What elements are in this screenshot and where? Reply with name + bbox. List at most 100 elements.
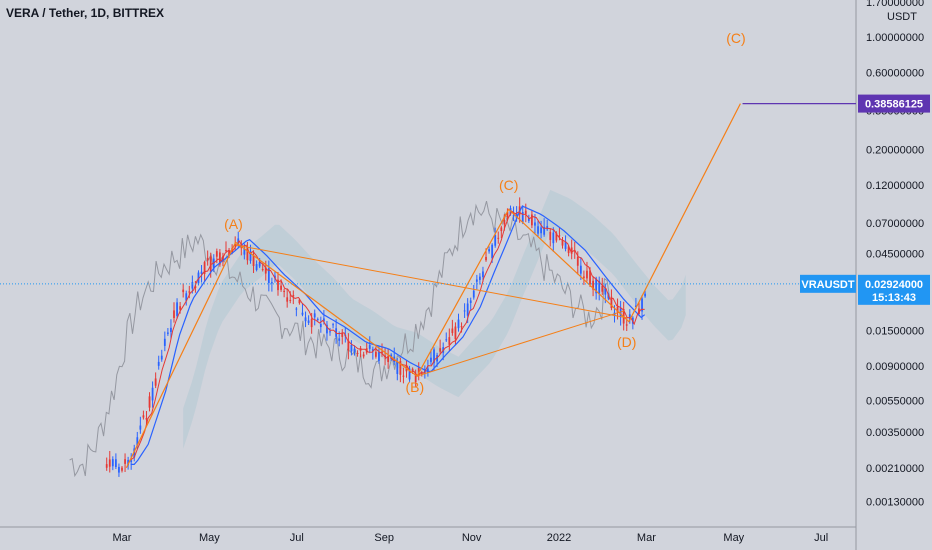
candle-body bbox=[295, 308, 298, 310]
time-tick-label: May bbox=[199, 532, 220, 544]
candle-body bbox=[463, 310, 466, 312]
price-tick-label: 0.00350000 bbox=[866, 427, 924, 439]
price-tick-label: 1.00000000 bbox=[866, 32, 924, 44]
price-tick-label: 0.20000000 bbox=[866, 144, 924, 156]
time-tick-label: Mar bbox=[637, 532, 656, 544]
candle-body bbox=[515, 213, 518, 219]
candle-body bbox=[466, 303, 469, 316]
candle-body bbox=[368, 345, 371, 349]
candle-body bbox=[274, 275, 276, 279]
price-tick-label: 0.00210000 bbox=[866, 463, 924, 475]
candle-body bbox=[353, 348, 356, 353]
candle-body bbox=[628, 314, 631, 320]
price-tick-label: 0.04500000 bbox=[866, 249, 924, 261]
candle-body bbox=[411, 368, 414, 372]
candle-body bbox=[243, 248, 246, 255]
candle-body bbox=[399, 361, 402, 375]
candle-body bbox=[341, 332, 344, 337]
candle-body bbox=[270, 282, 273, 284]
candle-body bbox=[194, 286, 197, 288]
candle-body bbox=[329, 331, 331, 333]
candle-body bbox=[277, 279, 279, 291]
candle-body bbox=[546, 226, 549, 230]
candle-body bbox=[105, 464, 108, 468]
candle-body bbox=[552, 232, 555, 244]
candle-body bbox=[261, 269, 264, 271]
candle-body bbox=[307, 320, 310, 323]
candle-body bbox=[387, 356, 390, 363]
wave-lines bbox=[125, 103, 741, 469]
candle-body bbox=[610, 296, 613, 309]
candle-body bbox=[595, 278, 598, 294]
channel-line bbox=[235, 244, 627, 319]
candle-body bbox=[283, 290, 286, 293]
wave-label: (D) bbox=[617, 334, 636, 350]
candle-body bbox=[179, 306, 182, 310]
candle-body bbox=[635, 305, 637, 308]
candle-body bbox=[619, 308, 622, 318]
candle-body bbox=[583, 276, 585, 278]
candle-body bbox=[427, 368, 429, 373]
candle-body bbox=[549, 231, 552, 240]
candle-body bbox=[319, 324, 322, 328]
candle-body bbox=[322, 318, 325, 322]
time-tick-label: Mar bbox=[113, 532, 132, 544]
price-tick-label: 0.00550000 bbox=[866, 396, 924, 408]
candle-body bbox=[589, 270, 591, 285]
candle-body bbox=[286, 297, 289, 302]
candle-body bbox=[151, 387, 154, 401]
candle-body bbox=[396, 361, 399, 374]
candle-body bbox=[479, 276, 481, 280]
candle-body bbox=[258, 261, 261, 267]
candle-body bbox=[218, 252, 221, 265]
candle-body bbox=[616, 306, 619, 313]
candle-body bbox=[454, 326, 457, 340]
channel-line bbox=[416, 310, 625, 377]
candle-body bbox=[506, 211, 509, 218]
candle-body bbox=[170, 327, 172, 333]
candle-body bbox=[448, 337, 451, 345]
time-tick-label: Nov bbox=[462, 532, 482, 544]
candle-body bbox=[347, 340, 350, 351]
candle-body bbox=[430, 357, 432, 362]
candle-body bbox=[638, 308, 640, 314]
candle-body bbox=[537, 226, 539, 234]
candle-body bbox=[145, 418, 148, 420]
candle-body bbox=[534, 222, 536, 226]
wave-label: (A) bbox=[224, 216, 243, 232]
candle-body bbox=[417, 367, 420, 374]
candle-body bbox=[460, 326, 463, 328]
candle-body bbox=[527, 217, 530, 221]
candle-body bbox=[598, 280, 601, 294]
candle-body bbox=[625, 324, 628, 326]
candle-body bbox=[160, 355, 163, 360]
candle-body bbox=[570, 247, 573, 254]
target-price-label: 0.38586125 bbox=[865, 99, 923, 111]
price-tick-label: 0.07000000 bbox=[866, 218, 924, 230]
candle-body bbox=[225, 250, 227, 252]
cloud-area bbox=[183, 189, 686, 449]
candle-body bbox=[644, 293, 646, 297]
countdown-label: 15:13:43 bbox=[872, 292, 916, 304]
price-tick-label: 0.01500000 bbox=[866, 325, 924, 337]
candle-body bbox=[482, 271, 484, 278]
candle-body bbox=[310, 318, 313, 328]
candle-body bbox=[289, 299, 292, 301]
price-tick-label: 0.12000000 bbox=[866, 180, 924, 192]
symbol-label: VRAUSDT bbox=[801, 279, 854, 291]
candle-body bbox=[130, 460, 133, 463]
candle-body bbox=[163, 338, 166, 346]
candle-body bbox=[408, 368, 411, 380]
time-tick-label: Sep bbox=[374, 532, 394, 544]
candle-body bbox=[313, 313, 316, 318]
ichimoku-cloud bbox=[183, 189, 686, 449]
candle-body bbox=[185, 293, 188, 301]
candle-body bbox=[200, 271, 203, 274]
candle-body bbox=[439, 348, 442, 352]
candle-body bbox=[316, 318, 319, 320]
time-tick-label: 2022 bbox=[547, 532, 571, 544]
time-tick-label: Jul bbox=[290, 532, 304, 544]
